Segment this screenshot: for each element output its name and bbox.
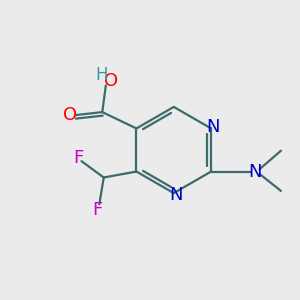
Text: N: N: [207, 118, 220, 136]
Text: H: H: [95, 66, 108, 84]
Text: F: F: [73, 149, 83, 167]
Text: N: N: [248, 163, 262, 181]
Text: O: O: [63, 106, 77, 124]
Text: O: O: [104, 72, 118, 90]
Text: F: F: [93, 201, 103, 219]
Text: N: N: [169, 186, 183, 204]
